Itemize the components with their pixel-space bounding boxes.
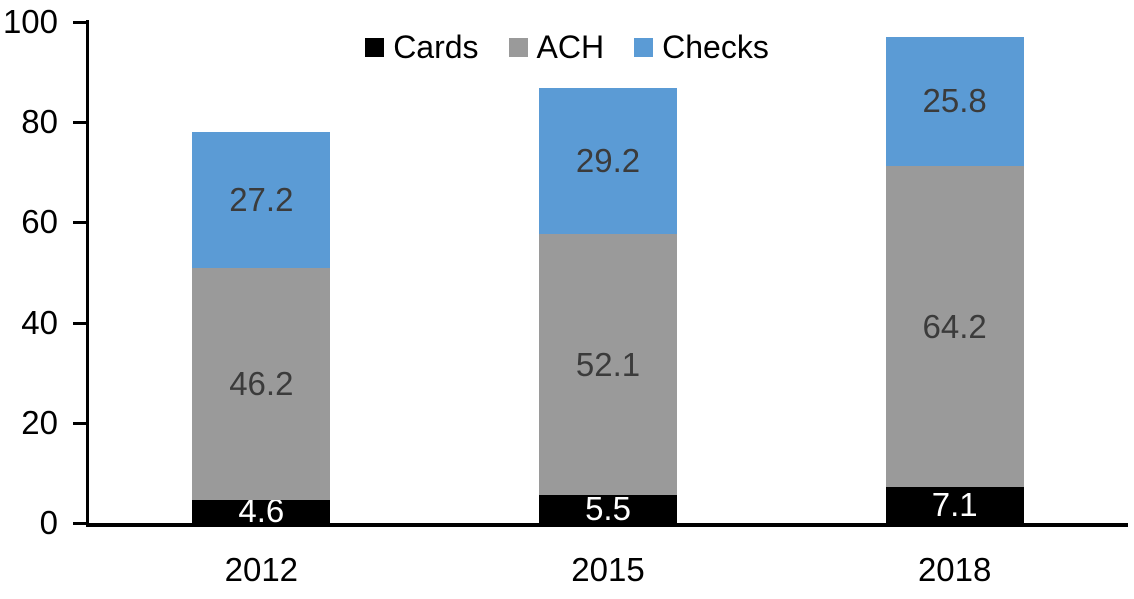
bar-segment-checks: 25.8 <box>885 36 1024 166</box>
bar-segment-label: 52.1 <box>575 345 641 383</box>
bar-segment-label: 64.2 <box>922 307 987 345</box>
bar-segment-label: 5.5 <box>585 490 631 528</box>
bar-segment-ach: 46.2 <box>192 268 331 500</box>
legend-swatch-icon <box>508 37 528 57</box>
bar-segment-cards: 4.6 <box>192 493 331 529</box>
bar-segment-cards: 5.5 <box>539 491 677 527</box>
legend-item-ach: ACH <box>508 28 605 66</box>
bar-segment-label: 25.8 <box>922 82 987 120</box>
bar-segment-checks: 27.2 <box>192 132 331 269</box>
y-tick-label: 40 <box>21 303 58 341</box>
x-axis-label: 2015 <box>571 551 645 588</box>
bar-segment-checks: 29.2 <box>539 88 677 235</box>
legend-item-cards: Cards <box>365 28 479 66</box>
bar-segment-label: 29.2 <box>575 142 641 180</box>
legend-item-checks: Checks <box>634 28 769 66</box>
legend-label: Checks <box>662 29 769 65</box>
y-tick-mark <box>73 221 88 225</box>
y-tick-label: 0 <box>39 504 58 541</box>
y-tick-mark <box>73 321 88 325</box>
legend-label: Cards <box>393 29 479 65</box>
chart-legend: Cards ACH Checks <box>0 28 1134 66</box>
bar-segment-label: 7.1 <box>931 486 978 524</box>
y-tick-mark <box>73 421 88 425</box>
legend-label: ACH <box>536 29 605 65</box>
y-tick-mark <box>73 21 88 24</box>
bar-segment-label: 46.2 <box>229 365 294 403</box>
bar-segment-cards: 7.1 <box>885 486 1024 524</box>
x-axis-label: 2012 <box>224 551 299 588</box>
y-tick-mark <box>73 522 88 525</box>
y-tick-mark <box>73 121 88 125</box>
y-tick-label: 20 <box>21 403 58 441</box>
bar-segment-label: 27.2 <box>229 181 294 219</box>
y-tick-label: 60 <box>21 203 58 241</box>
legend-swatch-icon <box>365 37 385 57</box>
y-tick-label: 100 <box>2 3 58 40</box>
y-axis-line <box>86 20 89 527</box>
y-tick-label: 80 <box>21 103 58 141</box>
x-axis-line <box>86 523 1128 527</box>
bar-segment-ach: 52.1 <box>539 234 677 496</box>
x-axis-label: 2018 <box>917 551 992 588</box>
legend-swatch-icon <box>634 37 654 57</box>
bar-segment-ach: 64.2 <box>885 165 1024 488</box>
